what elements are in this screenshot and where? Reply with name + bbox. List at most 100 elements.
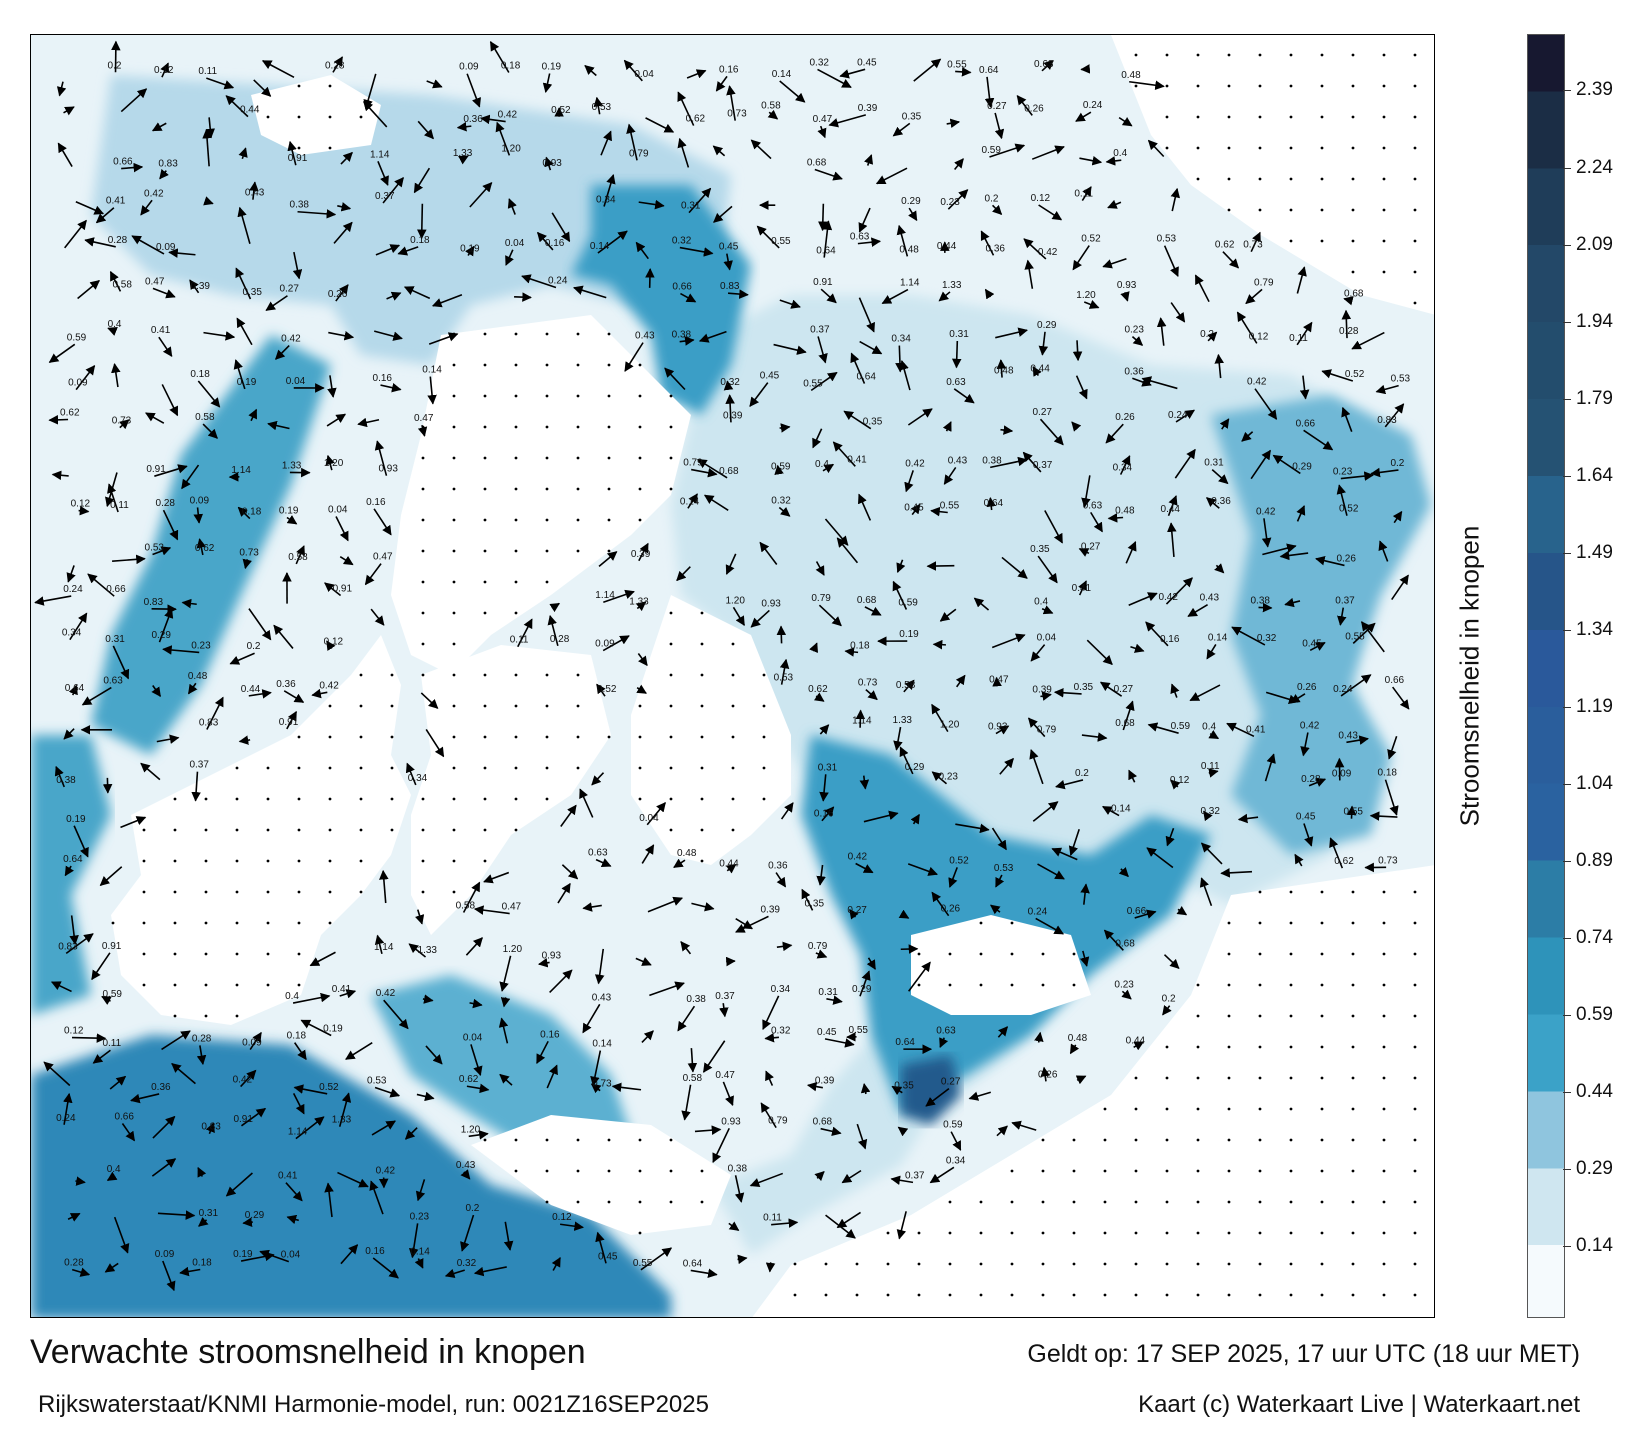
current-arrow [1133, 1041, 1145, 1051]
grid-dot [545, 797, 549, 801]
current-arrow [996, 359, 1007, 378]
speed-label: 0.62 [686, 114, 706, 125]
current-arrow [843, 410, 872, 430]
grid-dot [1289, 921, 1293, 925]
current-arrow [1041, 59, 1054, 72]
current-arrow [181, 598, 197, 609]
speed-label: 0.68 [1115, 718, 1135, 729]
speed-label: 0.14 [410, 1247, 430, 1258]
speed-label: 0.52 [949, 855, 969, 866]
current-arrow [560, 804, 577, 827]
current-arrow [991, 633, 1026, 649]
current-arrow [1102, 258, 1127, 269]
current-arrow [104, 1262, 119, 1273]
current-arrow [159, 168, 169, 180]
speed-label: 0.19 [233, 1249, 253, 1260]
grid-dot [1165, 53, 1169, 57]
current-arrow [932, 639, 946, 650]
current-arrow [995, 874, 1005, 888]
grid-dot [514, 487, 518, 491]
speed-label: 0.91 [233, 1114, 253, 1125]
colorbar-tick-label: 0.59 [1576, 1003, 1613, 1025]
colorbar-tick-mark [1563, 860, 1571, 862]
grid-dot [1041, 1169, 1045, 1173]
grid-dot [545, 580, 549, 584]
speed-label: 0.38 [982, 455, 1002, 466]
current-arrow [465, 937, 483, 956]
speed-label: 0.14 [422, 365, 442, 376]
current-arrow [121, 1123, 136, 1142]
speed-label: 1.33 [282, 460, 302, 471]
map-panel: 0.2 0.12 0.11 0.28 0.09 0.18 0.19 0.04 0.16 0.14 0… [30, 34, 1435, 1318]
speed-label: 0.34 [1113, 463, 1133, 474]
current-arrow [950, 1131, 962, 1151]
current-arrow [498, 1017, 509, 1044]
grid-dot [1258, 952, 1262, 956]
current-arrow [855, 862, 874, 874]
current-arrow [907, 863, 938, 876]
current-arrow [1131, 335, 1144, 346]
current-arrow [856, 1123, 868, 1150]
grid-dot [1258, 1262, 1262, 1266]
current-arrow [1055, 779, 1084, 790]
current-arrow [819, 724, 830, 735]
current-arrow [181, 464, 200, 490]
grid-dot [731, 735, 735, 739]
speed-label: 0.73 [727, 109, 747, 120]
current-arrow [499, 955, 512, 992]
current-arrow [1162, 1004, 1172, 1016]
current-arrow [152, 287, 176, 299]
current-arrow [1346, 735, 1369, 745]
speed-label: 1.14 [288, 1127, 308, 1138]
grid-dot [1041, 1293, 1045, 1297]
current-arrow [469, 998, 483, 1009]
speed-label: 0.63 [588, 848, 608, 859]
grid-dot [948, 952, 952, 956]
speed-label: 0.73 [1243, 240, 1263, 251]
speed-label: 0.24 [1333, 684, 1353, 695]
speed-label: 0.43 [245, 188, 265, 199]
current-arrow [1337, 607, 1347, 626]
grid-dot [142, 890, 146, 894]
speed-label: 1.33 [453, 148, 473, 159]
grid-dot [576, 766, 580, 770]
current-arrow [890, 1175, 914, 1186]
speed-label: 0.11 [1289, 333, 1308, 344]
current-arrow [719, 1003, 729, 1018]
current-arrow [780, 802, 794, 820]
current-arrow [151, 122, 167, 132]
current-arrow [561, 864, 579, 880]
speed-label: 0.79 [1254, 277, 1274, 288]
speed-label: 0.26 [328, 289, 348, 300]
grid-dot [1103, 1107, 1107, 1111]
speed-label: 0.58 [112, 279, 132, 290]
speed-label: 0.36 [1211, 496, 1231, 507]
current-arrow [237, 506, 251, 520]
grid-dot [514, 611, 518, 615]
speed-label: 0.91 [279, 717, 299, 728]
current-arrow [1199, 877, 1213, 906]
current-arrow [767, 109, 779, 120]
current-arrow [930, 506, 948, 517]
current-arrow [77, 279, 100, 300]
current-arrow [499, 1073, 513, 1086]
speed-label: 0.31 [1204, 458, 1224, 469]
grid-dot [1258, 890, 1262, 894]
current-arrow [1040, 691, 1052, 701]
grid-dot [390, 735, 394, 739]
current-arrow [989, 143, 1026, 158]
grid-dot [1227, 983, 1231, 987]
current-arrow [636, 684, 647, 694]
current-arrow [238, 147, 248, 160]
speed-label: 0.2 [1390, 458, 1404, 469]
grid-dot [1413, 1262, 1417, 1266]
speed-label: 0.55 [947, 59, 967, 70]
speed-label: 0.29 [852, 984, 872, 995]
speed-label: 0.37 [715, 991, 735, 1002]
current-arrow [590, 1050, 602, 1087]
speed-label: 0.47 [502, 902, 522, 913]
current-arrow [860, 1083, 871, 1095]
grid-dot [390, 828, 394, 832]
grid-dot [1413, 890, 1417, 894]
speed-label: 0.47 [989, 674, 1009, 685]
